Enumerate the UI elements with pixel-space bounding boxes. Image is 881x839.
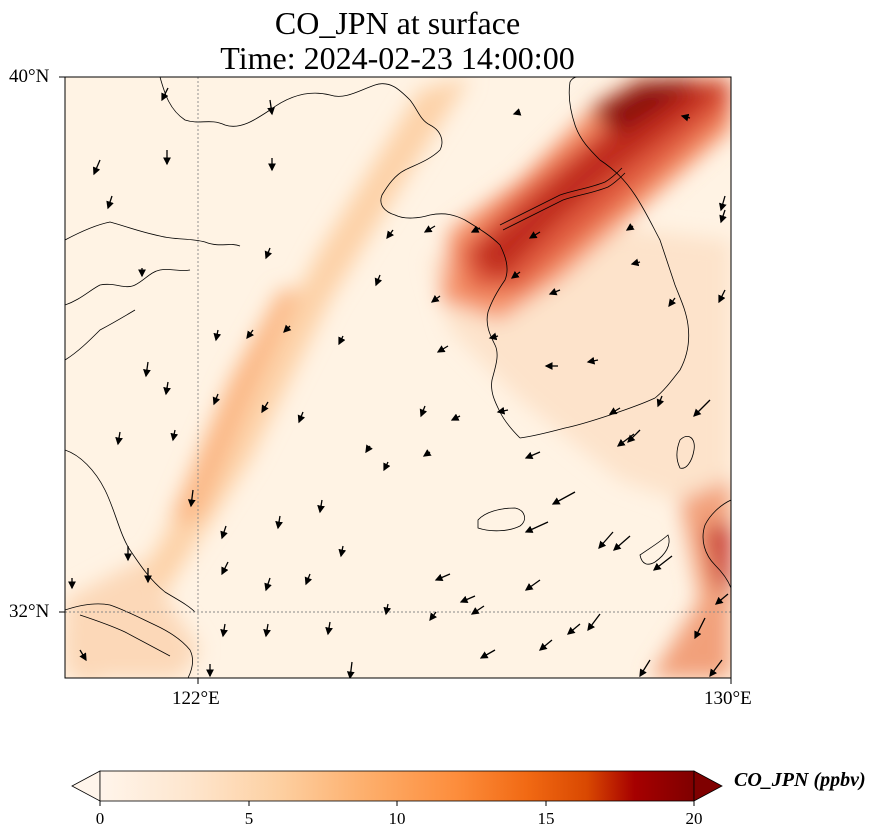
lat-tick-40n: 40°N (9, 66, 50, 87)
wind-arrow (338, 335, 346, 346)
wind-arrow (719, 195, 727, 212)
map-time: Time: 2024-02-23 14:00:00 (220, 40, 575, 76)
wind-arrow (304, 573, 313, 586)
lon-tick-122e: 122°E (172, 688, 220, 709)
wind-arrow (283, 324, 292, 333)
wind-arrow (429, 611, 438, 622)
colorbar (71, 770, 723, 806)
lat-tick-32n: 32°N (9, 601, 50, 622)
wind-arrow (143, 361, 151, 378)
wind-arrow (161, 87, 169, 102)
wind-arrow (586, 356, 599, 365)
colorbar-tick-0: 0 (95, 809, 105, 828)
wind-arrow (718, 289, 726, 304)
wind-arrow (220, 525, 228, 540)
wind-arrow (450, 413, 461, 421)
wind-arrow (627, 429, 641, 443)
wind-arrow (639, 659, 651, 678)
colorbar-tick-5: 5 (244, 809, 254, 828)
colorbar-tick-15: 15 (537, 809, 555, 828)
wind-arrow (709, 659, 723, 678)
wind-arrow (630, 258, 641, 267)
wind-arrow (213, 329, 222, 342)
wind-arrow (263, 623, 271, 638)
colorbar-tick-10: 10 (388, 809, 406, 828)
wind-arrow (693, 399, 711, 417)
wind-arrow (212, 393, 221, 406)
wind-arrow (479, 649, 496, 659)
wind-arrow (512, 108, 522, 116)
wind-arrow (374, 274, 383, 287)
wind-arrow (598, 531, 614, 549)
wind-arrow (275, 515, 283, 530)
wind-arrow (346, 661, 355, 678)
wind-arrow (524, 521, 549, 533)
wind-vectors (68, 87, 729, 678)
wind-arrow (317, 499, 325, 514)
wind-arrow (430, 294, 441, 303)
wind-arrow (187, 489, 196, 508)
wind-arrow (616, 433, 635, 447)
wind-arrow (261, 401, 269, 414)
wind-arrow (383, 461, 391, 472)
wind-arrow (422, 449, 432, 457)
wind-arrow (715, 593, 729, 605)
concentration-field (65, 77, 731, 678)
wind-arrow (524, 579, 541, 591)
wind-arrow (539, 639, 553, 651)
wind-arrow (434, 573, 451, 582)
wind-arrow (694, 617, 706, 640)
wind-arrow (680, 113, 691, 122)
wind-arrow (470, 225, 481, 233)
wind-arrow (488, 332, 499, 341)
wind-arrow (297, 411, 306, 424)
wind-arrow (436, 345, 449, 353)
wind-arrow (264, 247, 273, 260)
wind-arrow (220, 623, 228, 638)
wind-arrow (115, 431, 123, 446)
wind-arrow (365, 444, 373, 454)
wind-arrow (267, 99, 275, 116)
wind-arrow (668, 297, 677, 308)
lon-tick-130e: 130°E (704, 688, 752, 709)
colorbar-label: CO_JPN (ppbv) (734, 769, 866, 791)
wind-arrow (386, 229, 395, 240)
gridlines (65, 77, 731, 678)
map-frame (64, 76, 732, 679)
wind-arrow (496, 406, 509, 415)
wind-arrow (625, 223, 635, 231)
wind-arrow (221, 561, 229, 576)
wind-arrow (656, 395, 665, 408)
wind-arrow (338, 545, 347, 558)
wind-arrow (459, 595, 476, 604)
wind-arrow (246, 329, 255, 340)
wind-arrow (551, 491, 576, 505)
map-title: CO_JPN at surface (274, 5, 521, 41)
wind-arrow (419, 405, 428, 418)
wind-arrow (79, 649, 87, 662)
wind-arrow (608, 407, 621, 415)
wind-arrow (163, 381, 171, 396)
wind-arrow (524, 451, 541, 460)
wind-arrow (325, 621, 333, 636)
wind-arrow (719, 209, 727, 224)
colorbar-tick-20: 20 (685, 809, 703, 828)
wind-arrow (383, 603, 392, 616)
wind-arrow (613, 535, 631, 551)
axis-ticks (59, 76, 732, 684)
wind-arrow (510, 270, 521, 279)
wind-arrow (264, 577, 272, 592)
wind-arrow (423, 225, 436, 233)
wind-arrow (548, 287, 561, 296)
wind-arrow (92, 159, 101, 176)
wind-arrow (567, 623, 581, 635)
wind-arrow (470, 605, 485, 615)
wind-arrow (170, 429, 179, 442)
wind-arrow (587, 613, 601, 632)
wind-arrow (652, 555, 673, 571)
wind-arrow (106, 195, 114, 210)
wind-arrow (528, 231, 541, 239)
